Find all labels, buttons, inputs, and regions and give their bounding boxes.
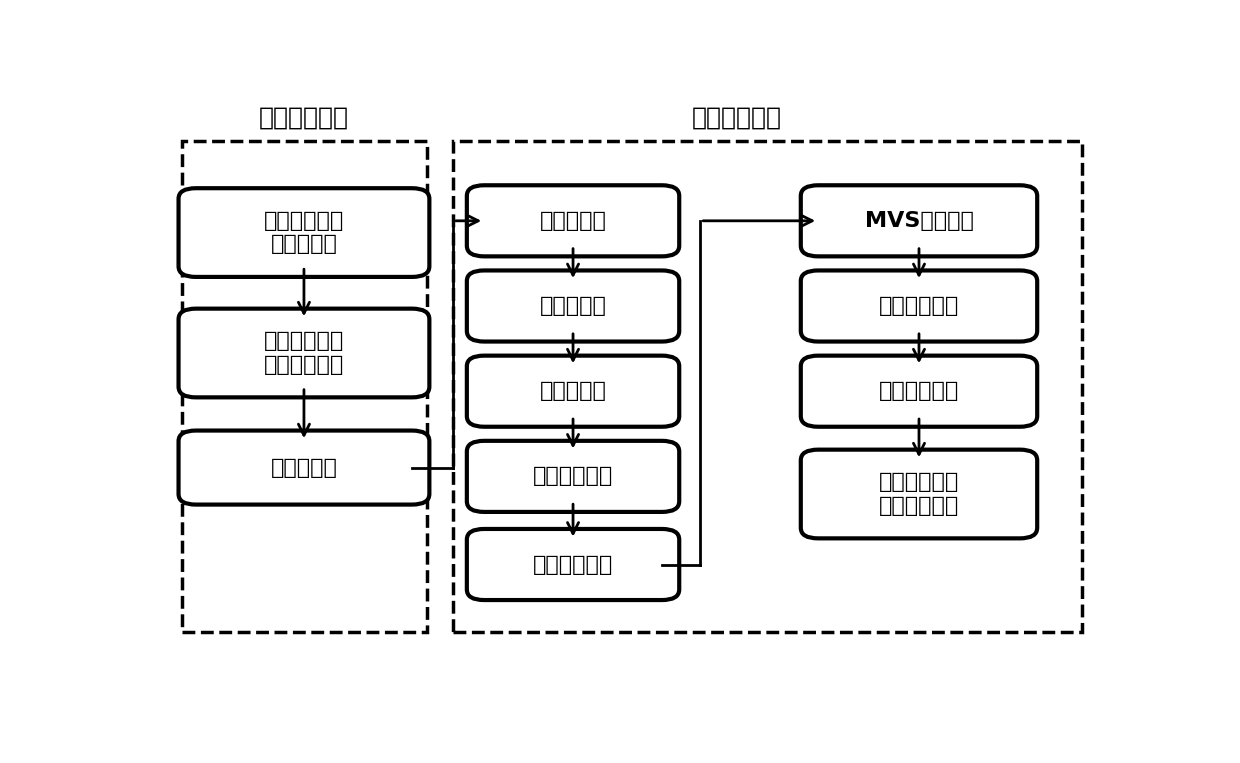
Text: 对地质露头进
行多视角拍摄: 对地质露头进 行多视角拍摄 bbox=[264, 331, 343, 375]
FancyBboxPatch shape bbox=[466, 441, 680, 512]
FancyBboxPatch shape bbox=[466, 529, 680, 600]
FancyBboxPatch shape bbox=[466, 270, 680, 342]
FancyBboxPatch shape bbox=[179, 309, 429, 398]
FancyBboxPatch shape bbox=[801, 449, 1037, 539]
Text: 生成稀疏点云: 生成稀疏点云 bbox=[533, 555, 613, 575]
FancyBboxPatch shape bbox=[466, 356, 680, 427]
FancyBboxPatch shape bbox=[801, 356, 1037, 427]
FancyBboxPatch shape bbox=[179, 430, 429, 504]
FancyBboxPatch shape bbox=[801, 270, 1037, 342]
Text: 关键点对应: 关键点对应 bbox=[539, 296, 606, 316]
Text: 输入图像集: 输入图像集 bbox=[270, 458, 337, 478]
Text: 运动恢复结构: 运动恢复结构 bbox=[533, 466, 613, 486]
FancyBboxPatch shape bbox=[179, 188, 429, 277]
Text: 纹理贴图生成
地质三维模型: 纹理贴图生成 地质三维模型 bbox=[879, 472, 959, 516]
Text: 特征点提取: 特征点提取 bbox=[539, 211, 606, 231]
FancyBboxPatch shape bbox=[801, 185, 1037, 256]
Text: 生成密集点云: 生成密集点云 bbox=[879, 296, 959, 316]
Bar bbox=[182, 141, 427, 632]
Bar bbox=[453, 141, 1083, 632]
Text: （数据处理）: （数据处理） bbox=[692, 106, 781, 130]
Text: MVS图像聚类: MVS图像聚类 bbox=[864, 211, 973, 231]
Text: 三角网格重建: 三角网格重建 bbox=[879, 382, 959, 401]
Text: （数据采集）: （数据采集） bbox=[259, 106, 348, 130]
Text: 关键点过滤: 关键点过滤 bbox=[539, 382, 606, 401]
FancyBboxPatch shape bbox=[466, 185, 680, 256]
Text: 对地质露头进
行实地踏勘: 对地质露头进 行实地踏勘 bbox=[264, 211, 343, 254]
